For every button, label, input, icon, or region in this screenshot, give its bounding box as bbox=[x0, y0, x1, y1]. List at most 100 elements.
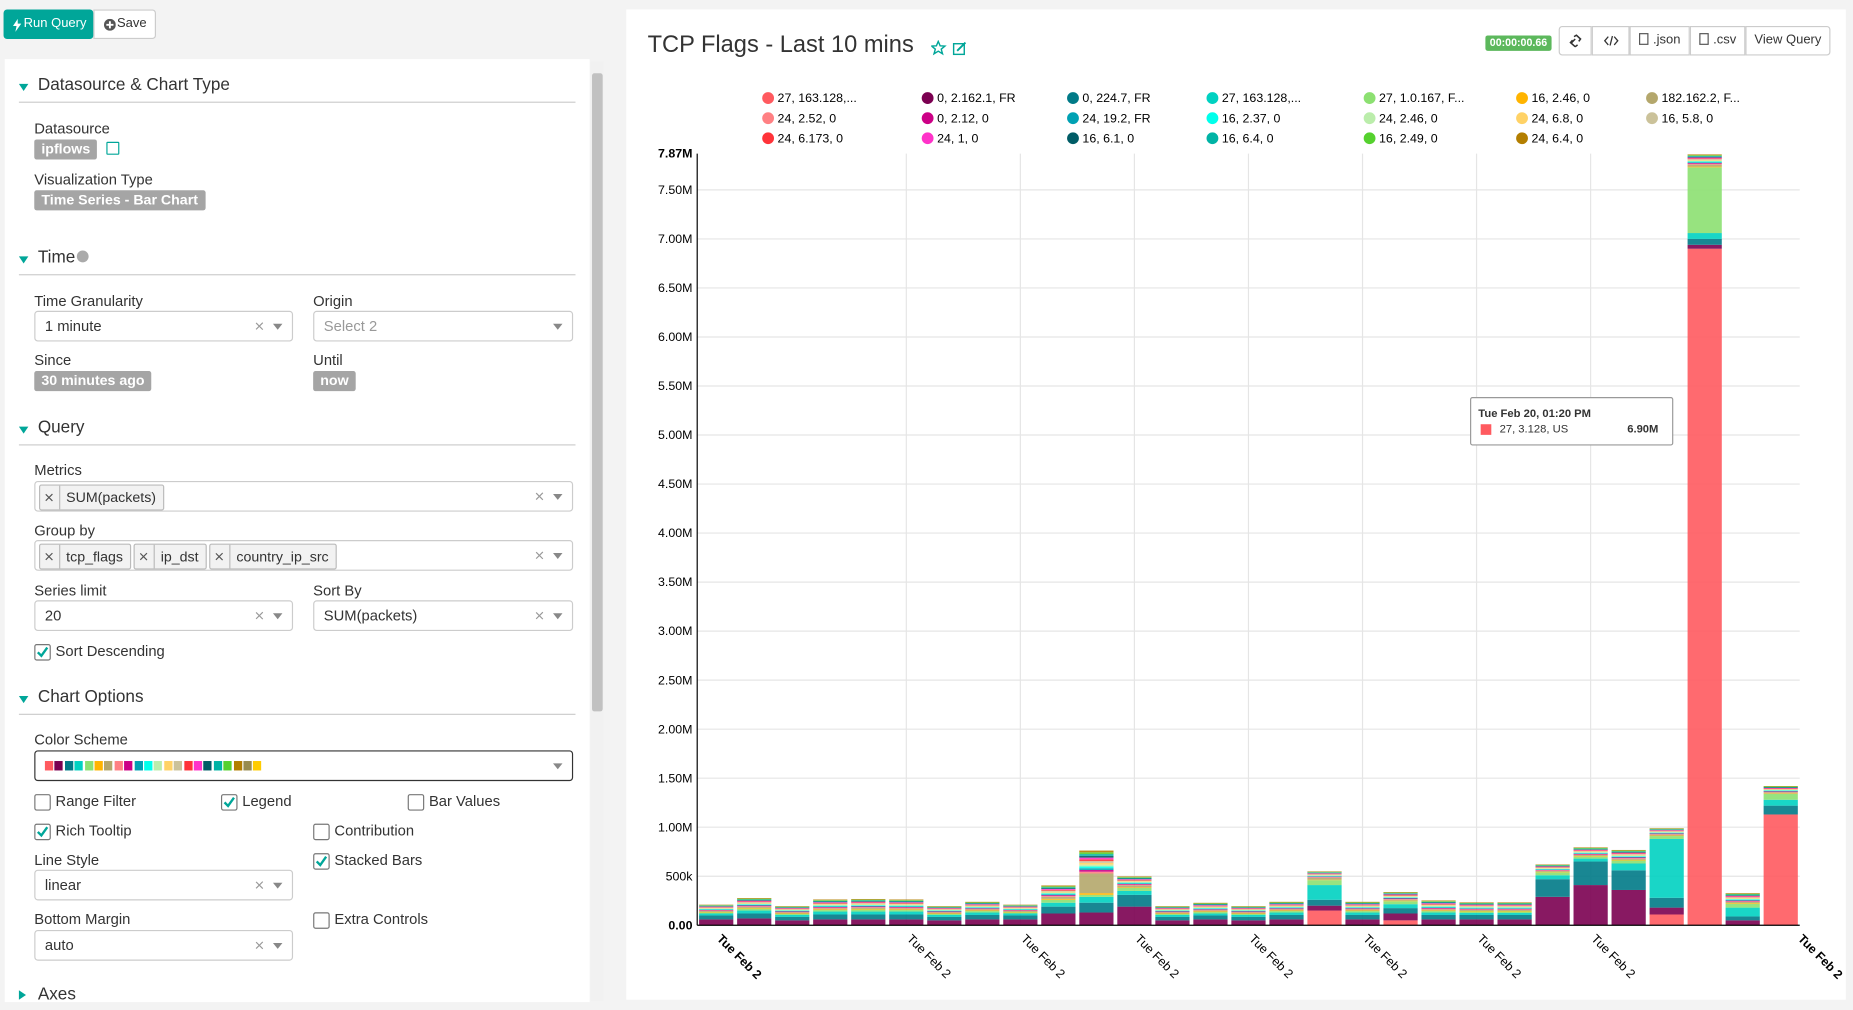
select-box[interactable]: SUM(packets) bbox=[313, 600, 574, 632]
bar-segment bbox=[737, 902, 772, 904]
value-tag[interactable]: now bbox=[313, 371, 356, 392]
multi-tag[interactable]: country_ip_src bbox=[209, 543, 337, 570]
checkbox[interactable]: Bar Values bbox=[407, 793, 550, 811]
value-tag[interactable]: Time Series - Bar Chart bbox=[34, 190, 206, 211]
dropdown-caret bbox=[272, 613, 283, 620]
select-box[interactable]: linear bbox=[34, 869, 294, 901]
bar-segment bbox=[1611, 860, 1646, 864]
bar-segment bbox=[1763, 805, 1798, 815]
section-title[interactable]: Datasource & Chart Type bbox=[37, 75, 230, 95]
field-label: Line Style bbox=[34, 852, 100, 869]
star-icon[interactable] bbox=[931, 40, 947, 56]
checkbox[interactable]: Contribution bbox=[313, 822, 455, 841]
checkmark-path bbox=[315, 856, 328, 867]
select-box[interactable]: tcp_flags ip_dst country_ip_src bbox=[34, 540, 574, 571]
export-button[interactable]: View Query bbox=[1745, 25, 1831, 56]
multi-tag-label: tcp_flags bbox=[66, 548, 123, 565]
checkbox[interactable]: Range Filter bbox=[34, 793, 176, 811]
value-tag[interactable]: ipflows bbox=[34, 139, 98, 160]
bar-segment bbox=[1269, 904, 1304, 905]
clear-icon bbox=[535, 492, 544, 501]
run-query-button[interactable]: Run Query bbox=[3, 9, 94, 39]
bar-segment bbox=[1687, 154, 1722, 156]
multi-tag[interactable]: ip_dst bbox=[133, 543, 207, 570]
tooltip-series: 27, 3.128, US bbox=[1499, 423, 1569, 437]
bar-segment bbox=[1345, 919, 1380, 926]
bar-segment bbox=[1725, 902, 1760, 904]
section-divider bbox=[18, 101, 576, 103]
select-box[interactable]: SUM(packets) bbox=[34, 480, 574, 512]
legend-marker bbox=[921, 132, 934, 145]
bar-segment bbox=[1041, 899, 1076, 903]
select-box[interactable]: 1 minute bbox=[34, 310, 294, 342]
bar-segment bbox=[1763, 799, 1798, 806]
section-caret bbox=[18, 696, 29, 704]
section-title[interactable]: Time bbox=[37, 248, 76, 268]
bar-segment bbox=[1231, 912, 1266, 914]
bar-segment bbox=[851, 903, 886, 905]
checkbox[interactable]: Sort Descending bbox=[34, 643, 176, 661]
bar-segment bbox=[1193, 907, 1228, 909]
bar-segment bbox=[1725, 895, 1760, 897]
bar-segment bbox=[1459, 904, 1494, 905]
section-title[interactable]: Axes bbox=[37, 985, 76, 1003]
bar-segment bbox=[1041, 895, 1076, 897]
bar-segment bbox=[1079, 902, 1114, 913]
legend-marker bbox=[1206, 132, 1219, 145]
bar-segment bbox=[813, 904, 848, 906]
bar-segment bbox=[1003, 915, 1038, 920]
bar-segment bbox=[1269, 905, 1304, 906]
title-icons bbox=[931, 40, 967, 56]
bar-segment bbox=[1345, 901, 1380, 903]
bar-segment bbox=[1155, 914, 1190, 917]
bar-segment bbox=[813, 909, 848, 911]
checkbox[interactable]: Extra Controls bbox=[313, 911, 455, 929]
bar-segment bbox=[1611, 858, 1646, 860]
select-box[interactable]: auto bbox=[34, 929, 294, 961]
bar-segment bbox=[813, 910, 848, 912]
export-button[interactable]: .csv bbox=[1689, 25, 1746, 56]
legend-label: 0, 2.162.1, FR bbox=[937, 91, 1016, 105]
export-button[interactable]: .json bbox=[1629, 25, 1690, 56]
field-label: Metrics bbox=[34, 462, 82, 479]
bar-segment bbox=[889, 903, 924, 905]
scrollbar-thumb[interactable] bbox=[592, 73, 603, 712]
embed-button[interactable] bbox=[1591, 25, 1630, 56]
bar-segment bbox=[1079, 862, 1114, 865]
link-button[interactable] bbox=[1558, 25, 1592, 56]
bar-segment bbox=[1079, 893, 1114, 895]
bar-segment bbox=[851, 907, 886, 908]
bar-segment bbox=[1231, 920, 1266, 926]
field-label: Datasource bbox=[34, 120, 110, 138]
select-box[interactable]: Select 2 bbox=[313, 310, 574, 342]
multi-tag[interactable]: SUM(packets) bbox=[38, 484, 165, 511]
bar-segment bbox=[1725, 916, 1760, 921]
bar-segment bbox=[1383, 895, 1418, 897]
bar-segment bbox=[889, 908, 924, 910]
checkbox[interactable]: Rich Tooltip bbox=[34, 822, 176, 841]
bar-segment bbox=[1041, 888, 1076, 890]
checkmark bbox=[315, 856, 328, 867]
value-tag[interactable]: 30 minutes ago bbox=[34, 371, 152, 392]
select-box[interactable] bbox=[34, 750, 574, 782]
checkbox[interactable]: Legend bbox=[220, 793, 363, 811]
bar-segment bbox=[1345, 907, 1380, 909]
bar-segment bbox=[1611, 856, 1646, 858]
multi-tag[interactable]: tcp_flags bbox=[38, 543, 132, 570]
checkbox-box bbox=[313, 823, 330, 841]
section-title[interactable]: Query bbox=[37, 418, 85, 438]
edit-datasource-icon[interactable] bbox=[106, 141, 120, 155]
section-divider bbox=[18, 274, 576, 276]
checkbox[interactable]: Stacked Bars bbox=[313, 852, 455, 870]
bar-segment bbox=[1573, 852, 1608, 853]
select-box[interactable]: 20 bbox=[34, 600, 294, 632]
y-tick-label: 1.00M bbox=[658, 820, 692, 834]
section-title[interactable]: Chart Options bbox=[37, 687, 144, 707]
bar-segment bbox=[1459, 902, 1494, 903]
info-icon[interactable] bbox=[76, 250, 89, 263]
edit-icon[interactable] bbox=[952, 43, 965, 56]
bar-segment bbox=[699, 911, 734, 913]
bar-segment bbox=[813, 914, 848, 920]
bar-segment bbox=[1421, 906, 1456, 908]
save-button[interactable]: Save bbox=[93, 9, 156, 39]
